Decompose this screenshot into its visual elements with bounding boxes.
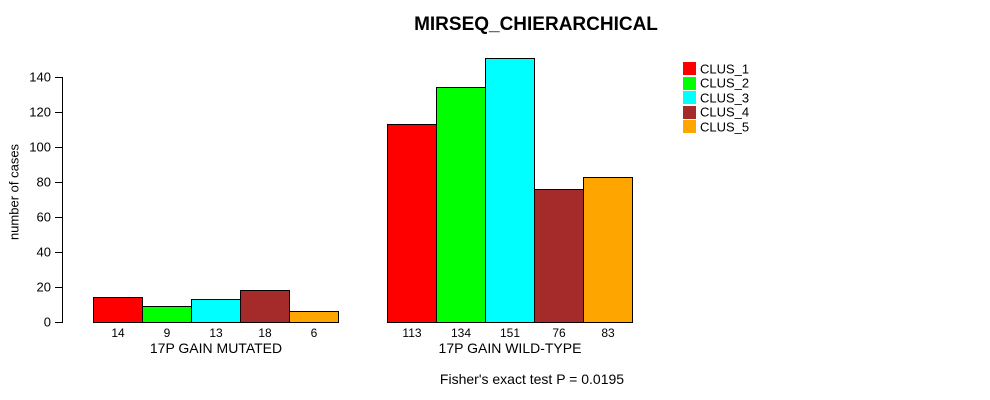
bar-value-label: 151 xyxy=(499,326,521,340)
y-tick xyxy=(55,217,62,218)
bar-value-label: 14 xyxy=(111,326,125,340)
legend-swatch xyxy=(683,62,696,75)
y-tick-label: 100 xyxy=(29,139,51,155)
legend-swatch xyxy=(683,91,696,105)
legend-label: CLUS_1 xyxy=(700,61,750,76)
x-group-label: 17P GAIN MUTATED xyxy=(149,340,283,356)
y-tick xyxy=(55,182,62,183)
bar-CLUS_5 xyxy=(583,177,633,323)
legend-label: CLUS_4 xyxy=(700,104,750,120)
legend-label: CLUS_5 xyxy=(700,119,750,135)
bar-CLUS_3 xyxy=(485,58,535,323)
bar-CLUS_2 xyxy=(142,306,192,323)
y-tick xyxy=(55,287,62,288)
bar-value-label: 76 xyxy=(552,326,566,340)
y-axis-line xyxy=(62,77,63,323)
x-group-label: 17P GAIN WILD-TYPE xyxy=(438,340,582,356)
y-tick-label: 20 xyxy=(36,279,51,295)
legend-label: CLUS_2 xyxy=(700,75,750,91)
bar-value-label: 113 xyxy=(402,326,422,340)
bar-value-label: 134 xyxy=(450,326,472,340)
y-tick xyxy=(55,112,62,113)
y-tick xyxy=(55,322,62,323)
y-tick-label: 40 xyxy=(36,244,51,260)
bar-CLUS_5 xyxy=(289,311,339,323)
bar-CLUS_3 xyxy=(191,299,241,323)
legend-swatch xyxy=(683,76,696,90)
bar-CLUS_2 xyxy=(436,87,486,323)
bar-value-label: 83 xyxy=(601,326,615,340)
bar-value-label: 13 xyxy=(209,326,223,340)
fisher-test-caption: Fisher's exact test P = 0.0195 xyxy=(439,371,625,387)
chart-title: MIRSEQ_CHIERARCHICAL xyxy=(414,14,658,35)
y-tick-label: 140 xyxy=(29,69,51,85)
legend-label: CLUS_3 xyxy=(700,90,750,106)
bar-value-label: 6 xyxy=(310,326,318,340)
y-tick xyxy=(55,147,62,148)
bar-CLUS_4 xyxy=(534,189,584,323)
bar-value-label: 9 xyxy=(163,326,171,340)
y-axis-label: number of cases xyxy=(6,143,22,241)
legend-swatch xyxy=(683,120,696,134)
bar-CLUS_4 xyxy=(240,290,290,323)
y-tick-label: 0 xyxy=(43,314,51,330)
y-tick xyxy=(55,252,62,253)
bar-CLUS_1 xyxy=(387,124,437,323)
y-tick-label: 60 xyxy=(36,209,51,225)
y-tick-label: 80 xyxy=(36,174,51,190)
bar-CLUS_1 xyxy=(93,297,143,323)
y-tick xyxy=(55,77,62,78)
bar-value-label: 18 xyxy=(258,326,272,340)
legend-swatch xyxy=(683,105,696,119)
y-tick-label: 120 xyxy=(29,104,51,120)
